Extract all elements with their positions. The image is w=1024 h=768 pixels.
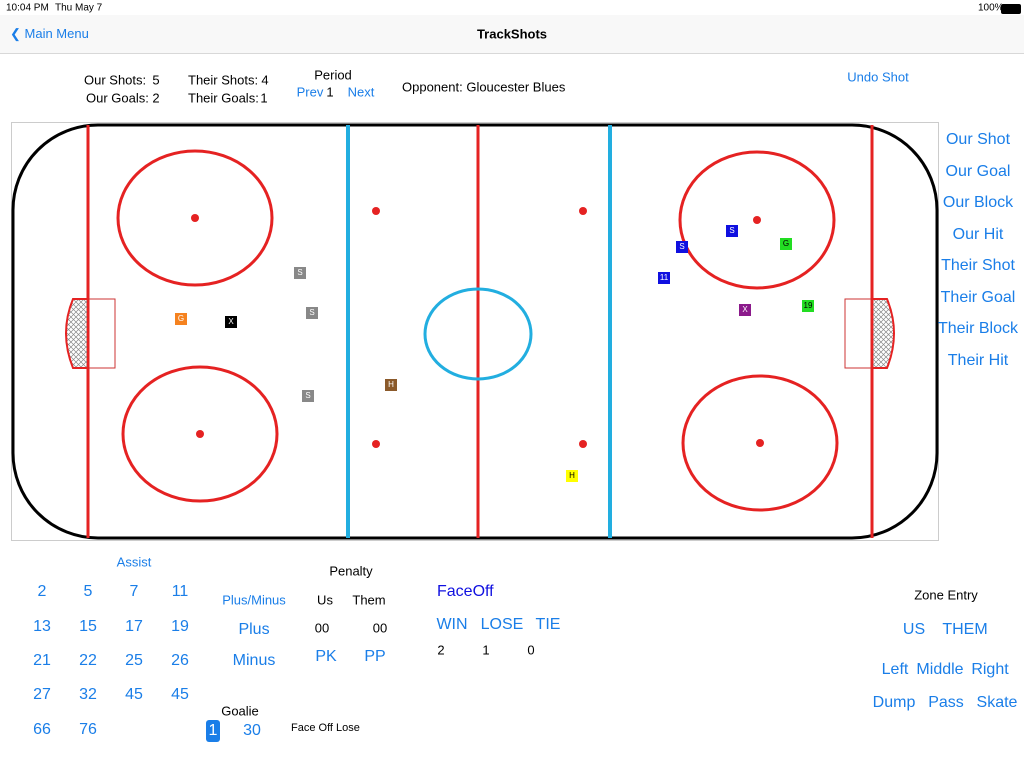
value: 1 [326,84,334,100]
zone-button[interactable]: Middle [916,661,964,678]
goalie-button[interactable]: 30 [243,722,261,739]
player-button[interactable]: 32 [79,686,97,703]
player-button[interactable]: 2 [37,583,47,600]
label: Period [314,67,352,83]
label: Zone Entry [914,587,978,603]
value: 00 [314,620,330,636]
win-button[interactable]: WIN [436,616,468,633]
player-button[interactable]: 19 [171,618,189,635]
label: Plus/Minus [222,592,286,608]
zone-button[interactable]: Pass [928,694,964,711]
prev-button[interactable]: Prev [296,84,324,100]
action-button[interactable]: Their Goal [940,288,1016,306]
player-button[interactable]: 17 [125,618,143,635]
player-button[interactable]: 22 [79,652,97,669]
shot-marker: S [294,267,306,279]
undo-button[interactable]: Undo Shot [847,69,909,85]
player-button[interactable]: 66 [33,721,51,738]
player-button[interactable]: 21 [33,652,51,669]
status-battery: 100% [978,2,1004,14]
player-button[interactable]: 76 [79,721,97,738]
zone-button[interactable]: THEM [942,621,988,638]
label: Our Goals: [86,90,149,106]
block-marker: X [225,316,237,328]
nav-bar [0,15,1024,54]
next-button[interactable]: Next [347,84,375,100]
value: 2 [152,90,160,106]
tie-button[interactable]: TIE [535,616,561,633]
zone-button[interactable]: Right [971,661,1009,678]
label: Them [352,592,386,608]
player-button[interactable]: 27 [33,686,51,703]
value: 1 [260,90,268,106]
label: Us [317,592,333,608]
player-button[interactable]: 11 [171,583,189,600]
opponent: Opponent: Gloucester Blues [402,79,566,95]
goal-marker: G [175,313,187,325]
status-date: Thu May 7 [55,2,103,14]
action-button[interactable]: Their Hit [947,351,1009,369]
status-time: 10:04 PM [6,2,49,14]
action-button[interactable]: Our Shot [945,131,1011,148]
pp-button[interactable]: PP [364,648,386,665]
hit-marker: H [385,379,397,391]
label: Our Shots: [84,72,147,88]
action-button[interactable]: Our Hit [952,225,1004,243]
minus-button[interactable]: Minus [232,652,276,669]
label: FaceOff [437,583,494,600]
player-marker: 19 [802,300,814,312]
hit-marker: H [566,470,578,482]
label: Their Goals: [188,90,259,106]
player-button[interactable]: 45 [171,686,189,703]
label: Goalie [221,703,259,719]
player-button[interactable]: 5 [83,583,93,600]
shot-marker: S [306,307,318,319]
player-button[interactable]: 7 [129,583,139,600]
value: 2 [437,642,445,658]
label: Penalty [329,563,373,579]
pk-button[interactable]: PK [315,648,337,665]
action-button[interactable]: Their Block [937,320,1019,337]
zone-button[interactable]: Skate [976,694,1018,711]
value: 00 [372,620,388,636]
back-label: Main Menu [24,26,89,41]
value: 5 [152,72,160,88]
zone-button[interactable]: Left [881,661,909,678]
plus-button[interactable]: Plus [238,621,270,638]
shot-marker: S [726,225,738,237]
action-button[interactable]: Our Block [942,194,1014,211]
action-button[interactable]: Their Shot [941,257,1015,274]
player-button[interactable]: 15 [79,618,97,635]
value: 1 [482,642,490,658]
battery-icon [1001,4,1021,14]
value: 0 [527,642,535,658]
rink[interactable] [11,122,939,541]
action-button[interactable]: Our Goal [945,162,1011,180]
assist-label: Assist [116,554,152,570]
block-marker: X [739,304,751,316]
shot-marker: S [676,241,688,253]
player-button[interactable]: 25 [125,652,143,669]
back-button[interactable]: ❮ Main Menu [10,26,89,41]
shot-marker: S [302,390,314,402]
label: Their Shots: [188,72,259,88]
value: 4 [261,72,269,88]
status-text: Face Off Lose [291,722,360,734]
goal-marker: G [780,238,792,250]
nav-title: TrackShots [476,26,548,42]
goalie-button[interactable]: 1 [206,720,220,742]
zone-button[interactable]: US [902,621,926,638]
player-marker: 11 [658,272,670,284]
zone-button[interactable]: Dump [872,694,916,711]
player-button[interactable]: 26 [171,652,189,669]
player-button[interactable]: 13 [33,618,51,635]
player-button[interactable]: 45 [125,686,143,703]
lose-button[interactable]: LOSE [480,616,524,633]
